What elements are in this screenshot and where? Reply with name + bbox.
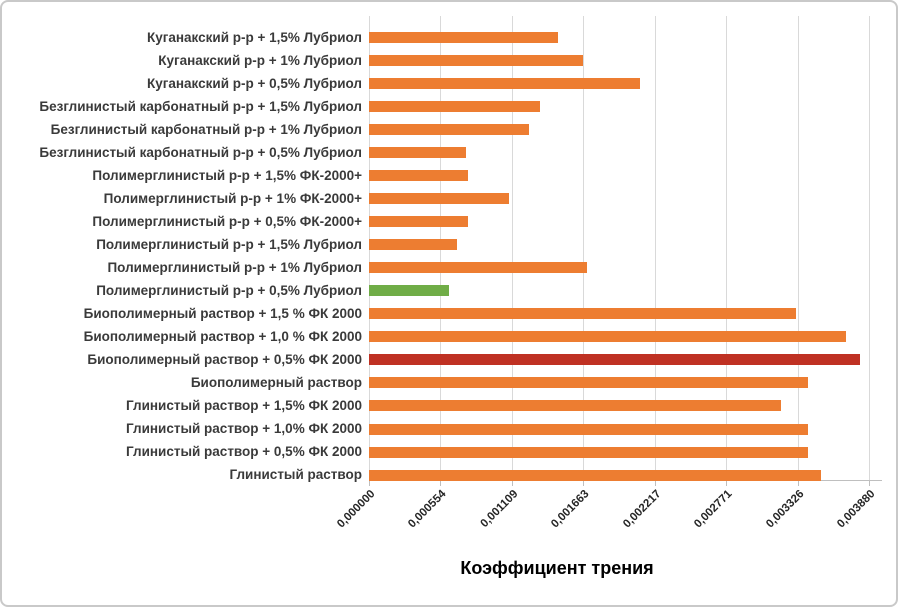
x-tick-mark (512, 481, 513, 486)
category-label: Биополимерный раствор + 1,5 % ФК 2000 (83, 305, 362, 321)
category-label: Полимерглинистый р-р + 1,5% Лубриол (96, 236, 362, 252)
bar-18 (369, 423, 808, 435)
bar-8 (369, 193, 509, 205)
x-tick-mark (655, 481, 656, 486)
x-tick-mark (369, 481, 370, 486)
bar-14 (369, 331, 846, 343)
x-tick-label: 0,002217 (621, 488, 664, 531)
category-label: Полимерглинистый р-р + 1% Лубриол (107, 259, 362, 275)
gridline (512, 16, 513, 480)
bar-19 (369, 446, 808, 458)
category-label: Куганакский р-р + 1% Лубриол (158, 52, 362, 68)
category-label: Биополимерный раствор + 0,5% ФК 2000 (87, 351, 362, 367)
category-label: Полимерглинистый р-р + 1% ФК-2000+ (103, 190, 362, 206)
category-label: Безглинистый карбонатный р-р + 0,5% Лубр… (39, 144, 362, 160)
x-tick-mark (440, 481, 441, 486)
gridline (869, 16, 870, 480)
category-label: Глинистый раствор (229, 467, 363, 483)
bar-16 (369, 377, 808, 389)
bar-15 (369, 354, 860, 366)
x-tick-mark (869, 481, 870, 486)
gridline (798, 16, 799, 480)
category-label: Глинистый раствор + 1,5% ФК 2000 (126, 397, 362, 413)
category-label: Безглинистый карбонатный р-р + 1,5% Лубр… (39, 98, 362, 114)
x-tick-label: 0,001109 (478, 488, 521, 530)
bar-20 (369, 469, 821, 481)
bar-4 (369, 101, 540, 113)
x-tick-label: 0,002771 (692, 488, 735, 531)
bar-9 (369, 216, 468, 228)
bar-5 (369, 124, 529, 136)
x-tick-label: 0,001663 (549, 488, 592, 531)
bar-10 (369, 239, 457, 251)
x-tick-mark (583, 481, 584, 486)
category-axis: Куганакский р-р + 1,5% Лубриол Куганакски… (2, 2, 362, 605)
category-label: Полимерглинистый р-р + 0,5% ФК-2000+ (92, 213, 362, 229)
category-label: Биополимерный раствор (190, 374, 362, 390)
category-label: Глинистый раствор + 0,5% ФК 2000 (126, 444, 362, 460)
gridline (655, 16, 656, 480)
bar-11 (369, 262, 587, 274)
category-label: Куганакский р-р + 0,5% Лубриол (147, 75, 362, 91)
bar-13 (369, 308, 796, 320)
x-tick-mark (726, 481, 727, 486)
category-label: Биополимерный раствор + 1,0 % ФК 2000 (83, 328, 362, 344)
bar-6 (369, 147, 466, 159)
gridline (583, 16, 584, 480)
bar-12 (369, 285, 449, 297)
bar-3 (369, 78, 640, 90)
x-axis-title: Коэффициент трения (460, 558, 654, 578)
bar-17 (369, 400, 781, 412)
x-tick-label: 0,000554 (406, 488, 449, 531)
x-tick-label: 0,003880 (835, 488, 878, 531)
x-tick-label: 0,003326 (764, 488, 807, 531)
bar-7 (369, 170, 468, 182)
category-label: Полимерглинистый р-р + 1,5% ФК-2000+ (92, 167, 362, 183)
category-label: Глинистый раствор + 1,0% ФК 2000 (126, 421, 362, 436)
category-label: Безглинистый карбонатный р-р + 1% Лубрио… (50, 121, 362, 137)
bar-2 (369, 55, 583, 67)
x-tick-mark (798, 481, 799, 486)
plot-area (369, 16, 882, 481)
category-label: Куганакский р-р + 1,5% Лубриол (147, 29, 362, 45)
bar-1 (369, 32, 558, 43)
gridline (726, 16, 727, 480)
category-label: Полимерглинистый р-р + 0,5% Лубриол (96, 282, 362, 298)
